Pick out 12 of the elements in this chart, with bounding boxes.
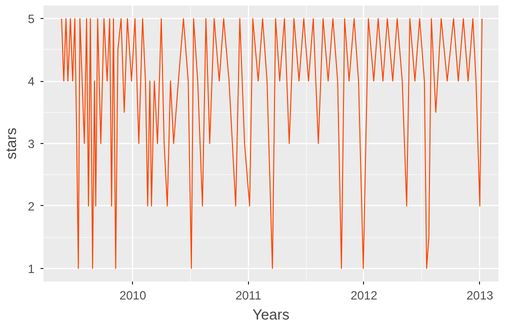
y-tick-label: 5 (28, 12, 35, 26)
x-tick-label: 2013 (466, 288, 494, 302)
y-tick-label: 3 (28, 137, 35, 151)
x-tick-label: 2010 (119, 288, 146, 302)
y-tick-label: 4 (28, 74, 35, 89)
x-tick-label: 2012 (350, 288, 378, 302)
line-series (61, 18, 483, 269)
y-tick-label: 2 (28, 199, 35, 214)
y-axis-title: stars (4, 128, 20, 160)
x-tick-label: 2011 (235, 288, 262, 302)
x-axis-title: Years (252, 308, 290, 324)
y-tick-label: 1 (28, 262, 35, 276)
